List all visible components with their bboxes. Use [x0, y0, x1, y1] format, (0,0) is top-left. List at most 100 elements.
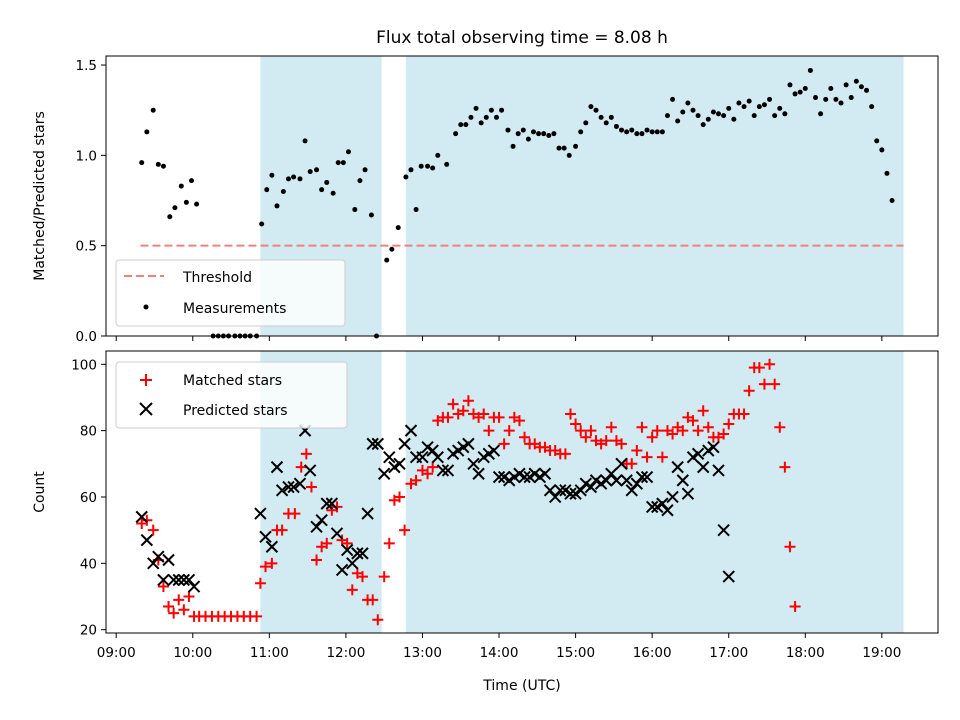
predicted-star-point [393, 457, 406, 471]
measurement-point [695, 113, 701, 119]
predicted-star-point [330, 527, 344, 540]
matched-star-point [178, 604, 190, 616]
measurement-point [556, 145, 562, 151]
predicted-star-point [282, 480, 295, 494]
measurement-point [884, 170, 890, 176]
predicted-star-point [467, 457, 480, 471]
predicted-star-point [366, 437, 379, 451]
matched-star-point [266, 557, 278, 569]
measurement-point [345, 149, 351, 155]
measurement-point [772, 113, 778, 119]
predicted-star-point [554, 484, 567, 497]
measurement-point [726, 105, 732, 111]
measurement-point [608, 114, 614, 120]
measurement-point [741, 104, 747, 110]
legend-box [115, 361, 348, 429]
predicted-star-point [472, 467, 485, 480]
matched-star-point [677, 425, 689, 437]
matched-star-point [646, 431, 658, 443]
measurement-point [335, 160, 341, 166]
y-tick-label: 100 [71, 357, 97, 373]
measurement-point [705, 116, 711, 122]
matched-star-point [559, 448, 571, 460]
predicted-star-point [676, 474, 689, 487]
measurement-point [307, 169, 313, 175]
predicted-star-point [584, 480, 598, 494]
measurement-point [761, 102, 767, 108]
measurement-point [782, 111, 788, 117]
matched-star-point [447, 398, 459, 410]
measurement-point [302, 138, 308, 144]
measurement-point [792, 91, 798, 97]
predicted-star-point [310, 520, 323, 534]
matched-star-point [723, 418, 735, 430]
predicted-star-point [377, 467, 391, 480]
measurement-point [435, 152, 441, 158]
predicted-star-point [404, 424, 418, 437]
measurement-point [644, 127, 650, 133]
matched-star-point [616, 438, 628, 450]
predicted-star-point [630, 477, 644, 490]
measurement-point [864, 87, 870, 93]
predicted-star-point [371, 437, 385, 451]
measurement-point [613, 123, 619, 129]
measurement-point [478, 120, 484, 126]
measurement-point [530, 129, 536, 135]
matched-star-point [157, 581, 169, 593]
predicted-star-point [548, 490, 562, 504]
measurement-point [493, 114, 499, 120]
matched-star-point [779, 461, 791, 473]
measurement-point [879, 147, 885, 153]
measurement-point [139, 160, 145, 166]
measurement-point [700, 122, 706, 128]
matched-star-point [600, 435, 612, 447]
predicted-star-point [140, 533, 154, 547]
measurement-point [384, 257, 390, 263]
legend-label-measurements: Measurements [183, 301, 286, 317]
measurement-point [889, 198, 895, 204]
measurement-point [183, 199, 189, 205]
measurement-point [291, 174, 297, 180]
measurement-point [499, 107, 505, 113]
matched-star-point [183, 591, 195, 603]
y-tick-label: 1.0 [76, 148, 97, 164]
measurement-point [150, 107, 156, 113]
measurement-point [194, 201, 200, 207]
measurement-point [510, 143, 516, 149]
matched-star-point [687, 415, 699, 427]
measurement-point [598, 114, 604, 120]
matched-star-point [656, 451, 668, 463]
measurement-point [546, 132, 552, 138]
measurement-point [664, 113, 670, 119]
predicted-star-point [254, 507, 267, 520]
matched-star-point [605, 421, 617, 433]
matched-star-point [173, 594, 185, 606]
predicted-star-point [671, 460, 684, 474]
predicted-star-point [431, 450, 444, 464]
measurement-point [659, 129, 665, 135]
predicted-star-point [564, 487, 577, 500]
predicted-star-point [635, 470, 649, 484]
matched-star-point [147, 524, 159, 536]
predicted-star-point [712, 464, 725, 477]
measurement-point [710, 109, 716, 115]
measurement-point [777, 105, 783, 111]
measurement-point [675, 118, 681, 124]
measurement-point [368, 212, 374, 218]
measurement-point [330, 190, 336, 196]
matched-star-point [427, 461, 439, 473]
matched-star-point [311, 554, 323, 566]
matched-star-point [784, 541, 796, 553]
measurement-point [807, 67, 813, 73]
measurement-point [848, 95, 854, 101]
predicted-legend-swatch [139, 402, 153, 416]
measurement-point [593, 107, 599, 113]
legend-label-matched: Matched stars [183, 373, 282, 389]
measurement-point [188, 178, 194, 184]
predicted-star-point [656, 497, 669, 510]
predicted-star-point [315, 513, 328, 527]
measurement-point [458, 122, 464, 128]
predicted-star-point [441, 464, 455, 477]
matched-star-point [753, 362, 765, 374]
x-axis-label: Time (UTC) [482, 678, 560, 694]
